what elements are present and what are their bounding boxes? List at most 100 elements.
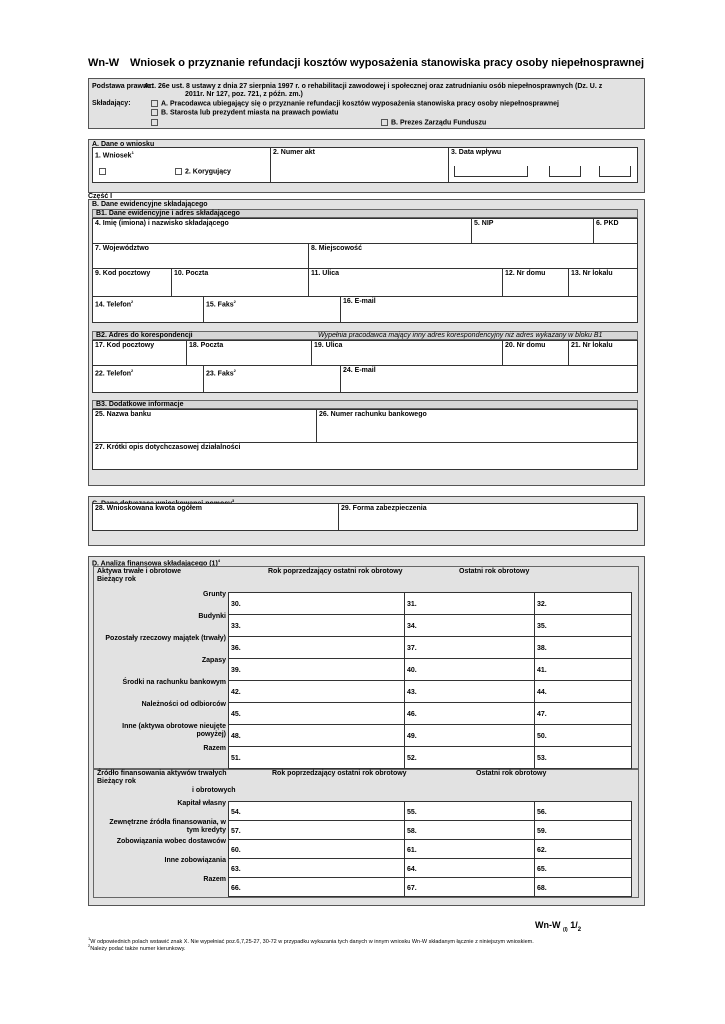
option-b[interactable]: B. Starosta lub prezydent miasta na praw…	[151, 109, 338, 116]
field-14[interactable]: 14. Telefon2	[92, 296, 204, 323]
date-day-boxes[interactable]	[599, 166, 631, 177]
amount-field-49[interactable]: 49.	[404, 724, 535, 747]
field-9[interactable]: 9. Kod pocztowy	[92, 268, 172, 297]
amount-field-52[interactable]: 52.	[404, 746, 535, 769]
checkbox[interactable]	[381, 119, 388, 126]
field-3-data-wplywu[interactable]: 3. Data wpływu	[448, 147, 638, 183]
footnote-text: W odpowiednich polach wstawić znak X. Ni…	[90, 938, 534, 945]
amount-field-46[interactable]: 46.	[404, 702, 535, 725]
amount-field-62[interactable]: 62.	[534, 839, 632, 859]
amount-field-34[interactable]: 34.	[404, 614, 535, 637]
amount-field-45[interactable]: 45.	[228, 702, 405, 725]
amount-field-58[interactable]: 58.	[404, 820, 535, 840]
amount-field-37[interactable]: 37.	[404, 636, 535, 659]
amount-field-68[interactable]: 68.	[534, 877, 632, 897]
amount-field-39[interactable]: 39.	[228, 658, 405, 681]
amount-field-51[interactable]: 51.	[228, 746, 405, 769]
option-c[interactable]: B. Prezes Zarządu Funduszu	[381, 119, 486, 126]
amount-field-66[interactable]: 66.	[228, 877, 405, 897]
amount-field-56[interactable]: 56.	[534, 801, 632, 821]
field-4[interactable]: 4. Imię (imiona) i nazwisko składającego	[92, 218, 472, 244]
amount-field-35[interactable]: 35.	[534, 614, 632, 637]
field-24[interactable]: 24. E-mail	[340, 365, 638, 393]
amount-field-61[interactable]: 61.	[404, 839, 535, 859]
amount-field-43[interactable]: 43.	[404, 680, 535, 703]
amount-field-44[interactable]: 44.	[534, 680, 632, 703]
field-17[interactable]: 17. Kod pocztowy	[92, 340, 187, 366]
field-25[interactable]: 25. Nazwa banku	[92, 409, 317, 443]
field-label: 39.	[231, 667, 241, 674]
field-11[interactable]: 11. Ulica	[308, 268, 503, 297]
field-label: 61.	[407, 846, 417, 854]
field-22[interactable]: 22. Telefon2	[92, 365, 204, 393]
field-20[interactable]: 20. Nr domu	[502, 340, 569, 366]
sources-heading: Źródło finansowania aktywów trwałych	[97, 770, 227, 777]
footnote-number: 1	[88, 936, 91, 941]
amount-field-36[interactable]: 36.	[228, 636, 405, 659]
field-16[interactable]: 16. E-mail	[340, 296, 638, 323]
amount-field-31[interactable]: 31.	[404, 592, 535, 615]
amount-field-33[interactable]: 33.	[228, 614, 405, 637]
amount-field-30[interactable]: 30.	[228, 592, 405, 615]
footnote-2: 2Należy podać także numer kierunkowy.	[88, 943, 186, 952]
field-15[interactable]: 15. Faks2	[203, 296, 341, 323]
field-18[interactable]: 18. Poczta	[186, 340, 312, 366]
amount-field-41[interactable]: 41.	[534, 658, 632, 681]
amount-field-57[interactable]: 57.	[228, 820, 405, 840]
amount-field-54[interactable]: 54.	[228, 801, 405, 821]
amount-field-53[interactable]: 53.	[534, 746, 632, 769]
field-12[interactable]: 12. Nr domu	[502, 268, 569, 297]
option-a[interactable]: A. Pracodawca ubiegający się o przyznani…	[151, 100, 559, 107]
field-19[interactable]: 19. Ulica	[311, 340, 503, 366]
checkbox[interactable]	[151, 109, 158, 116]
field-10[interactable]: 10. Poczta	[171, 268, 309, 297]
option-1[interactable]	[99, 168, 109, 176]
field-8[interactable]: 8. Miejscowość	[308, 243, 638, 269]
amount-field-64[interactable]: 64.	[404, 858, 535, 878]
field-5[interactable]: 5. NIP	[471, 218, 594, 244]
amount-field-67[interactable]: 67.	[404, 877, 535, 897]
field-28[interactable]: 28. Wnioskowana kwota ogółem	[92, 503, 339, 531]
footer-page-sub: 2	[577, 926, 582, 933]
amount-field-48[interactable]: 48.	[228, 724, 405, 747]
footnote-text: Należy podać także numer kierunkowy.	[90, 945, 186, 952]
field-13[interactable]: 13. Nr lokalu	[568, 268, 638, 297]
row-label: Zobowiązania wobec dostawców	[116, 838, 226, 845]
amount-field-38[interactable]: 38.	[534, 636, 632, 659]
row-label: Inne (aktywa obrotowe nieujęte powyżej)	[122, 723, 226, 738]
checkbox[interactable]	[175, 168, 182, 175]
amount-field-59[interactable]: 59.	[534, 820, 632, 840]
field-21[interactable]: 21. Nr lokalu	[568, 340, 638, 366]
field-26[interactable]: 26. Numer rachunku bankowego	[316, 409, 638, 443]
amount-field-55[interactable]: 55.	[404, 801, 535, 821]
field-29[interactable]: 29. Forma zabezpieczenia	[338, 503, 638, 531]
option-empty[interactable]	[151, 119, 161, 126]
checkbox[interactable]	[151, 100, 158, 107]
field-label: 2. Numer akt	[273, 149, 316, 156]
amount-field-47[interactable]: 47.	[534, 702, 632, 725]
date-month-boxes[interactable]	[549, 166, 581, 177]
field-label: 30.	[231, 601, 241, 608]
field-label: 11. Ulica	[311, 270, 340, 277]
field-23[interactable]: 23. Faks2	[203, 365, 341, 393]
field-label: 44.	[537, 689, 547, 696]
amount-field-40[interactable]: 40.	[404, 658, 535, 681]
header-label: B3. Dodatkowe informacje	[96, 401, 184, 408]
option-2[interactable]: 2. Korygujący	[175, 168, 231, 176]
field-2-numer-akt[interactable]: 2. Numer akt	[270, 147, 449, 183]
amount-field-42[interactable]: 42.	[228, 680, 405, 703]
amount-field-50[interactable]: 50.	[534, 724, 632, 747]
field-7[interactable]: 7. Województwo	[92, 243, 309, 269]
field-label: 60.	[231, 846, 241, 854]
checkbox[interactable]	[151, 119, 158, 126]
checkbox[interactable]	[99, 168, 106, 175]
date-year-boxes[interactable]	[454, 166, 528, 177]
amount-field-63[interactable]: 63.	[228, 858, 405, 878]
amount-field-65[interactable]: 65.	[534, 858, 632, 878]
field-6[interactable]: 6. PKD	[593, 218, 638, 244]
amount-field-60[interactable]: 60.	[228, 839, 405, 859]
amount-field-32[interactable]: 32.	[534, 592, 632, 615]
field-label: 8. Miejscowość	[311, 245, 362, 252]
field-27[interactable]: 27. Krótki opis dotychczasowej działalno…	[92, 442, 638, 470]
legal-text: Art. 26e ust. 8 ustawy z dnia 27 sierpni…	[144, 83, 603, 90]
